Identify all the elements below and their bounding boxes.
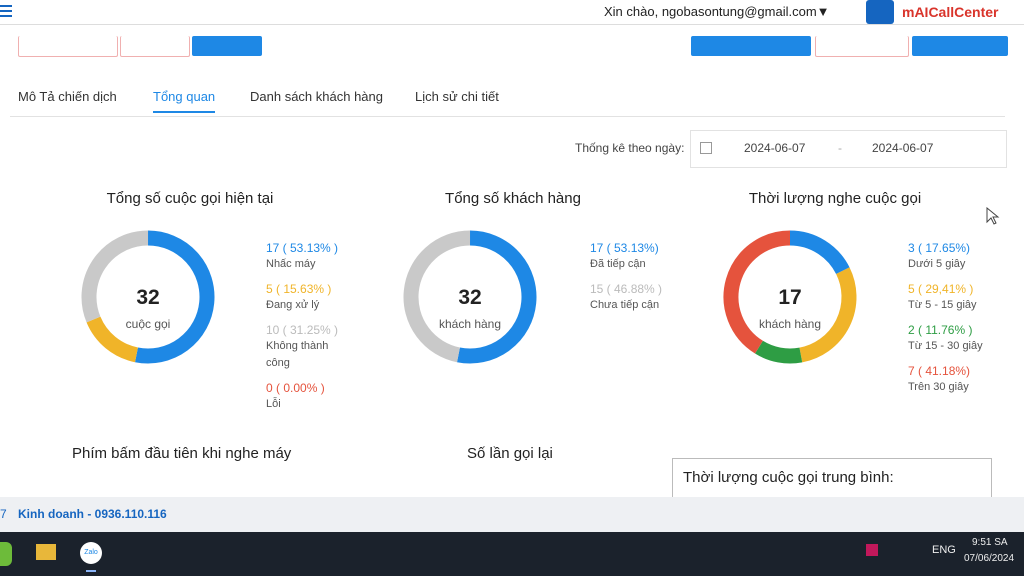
footer-contact: Kinh doanh - 0936.110.116 — [18, 507, 167, 521]
logo — [866, 0, 894, 24]
mouse-cursor — [986, 207, 1000, 225]
zalo-icon[interactable]: Zalo — [80, 542, 102, 564]
donut-segment — [755, 340, 803, 364]
donut-segment — [799, 267, 857, 363]
active-indicator — [86, 570, 96, 572]
donut-total: 32 — [136, 286, 159, 309]
legend-value: 17 ( 53.13% ) — [266, 241, 339, 255]
donut-segment — [81, 230, 149, 323]
donut-segment — [457, 230, 537, 364]
filter-label: Thống kê theo ngày: — [575, 141, 685, 155]
folder-icon[interactable] — [36, 544, 56, 560]
legend: 3 ( 17.65%) Dưới 5 giây 5 ( 29,41% ) Từ 5 -… — [908, 240, 1008, 404]
legend-item: 17 ( 53.13%) Đã tiếp cận — [590, 240, 690, 273]
legend-value: 2 ( 11.76% ) — [908, 323, 973, 337]
legend-value: 3 ( 17.65%) — [908, 241, 971, 255]
legend-item: 3 ( 17.65%) Dưới 5 giây — [908, 240, 1008, 273]
legend-value: 5 ( 15.63% ) — [266, 282, 332, 296]
legend-label: Chưa tiếp cận — [590, 299, 660, 311]
legend-label: Nhấc máy — [266, 258, 316, 270]
button[interactable] — [120, 36, 190, 57]
date-filter — [690, 130, 1007, 168]
button[interactable] — [192, 36, 262, 56]
start-icon[interactable] — [0, 542, 12, 566]
language[interactable]: ENG — [932, 544, 956, 556]
donut-segment — [723, 230, 791, 354]
donut-segment — [135, 230, 215, 364]
chart-title: Tổng số khách hàng — [445, 190, 581, 207]
donut-total-label: khách hàng — [439, 317, 501, 331]
legend-label: Không thành công — [266, 340, 329, 369]
donut-total: 17 — [778, 286, 801, 309]
legend-item: 7 ( 41.18%) Trên 30 giây — [908, 363, 1008, 396]
legend-value: 15 ( 46.88% ) — [590, 282, 663, 296]
legend-label: Từ 15 - 30 giây — [908, 340, 983, 352]
chart-title: Thời lượng nghe cuộc gọi — [748, 190, 922, 207]
legend-item: 5 ( 29,41% ) Từ 5 - 15 giây — [908, 281, 1008, 314]
donut-total: 32 — [458, 286, 481, 309]
legend-item: 0 ( 0.00% ) Lỗi — [266, 380, 366, 413]
donut-segment — [86, 316, 139, 363]
legend-label: Đang xử lý — [266, 299, 320, 311]
legend-label: Lỗi — [266, 398, 281, 410]
legend-value: 0 ( 0.00% ) — [266, 381, 325, 395]
donut-segment — [789, 230, 850, 275]
brand: mAICallCenter — [902, 4, 999, 20]
top-bar: Xin chào, ngobasontung@gmail.com▼ mAICal… — [0, 0, 1024, 25]
section-title: Thời lượng cuộc gọi trung bình: — [683, 469, 894, 486]
donut-segment — [403, 230, 471, 363]
donut-total-label: cuộc gọi — [126, 317, 171, 331]
legend: 17 ( 53.13%) Đã tiếp cận 15 ( 46.88% ) Chưa… — [590, 240, 690, 322]
date-from[interactable]: 2024-06-07 — [744, 141, 806, 155]
average-box — [672, 458, 992, 499]
date-separator: - — [838, 141, 842, 155]
section-title: Phím bấm đầu tiên khi nghe máy — [72, 445, 292, 462]
taskbar: Zalo ENG 9:51 SA 07/06/2024 — [0, 532, 1024, 576]
legend-value: 10 ( 31.25% ) — [266, 323, 339, 337]
clock-date[interactable]: 07/06/2024 — [964, 553, 1015, 564]
legend-value: 17 ( 53.13%) — [590, 241, 659, 255]
chart-title: Tổng số cuộc gọi hiện tại — [106, 190, 274, 207]
legend-label: Dưới 5 giây — [908, 258, 966, 270]
legend-item: 2 ( 11.76% ) Từ 15 - 30 giây — [908, 322, 1008, 355]
legend-item: 15 ( 46.88% ) Chưa tiếp cận — [590, 281, 690, 314]
checkbox[interactable] — [700, 142, 712, 154]
button[interactable] — [815, 36, 909, 57]
footer: 7 Kinh doanh - 0936.110.116 — [0, 497, 1024, 532]
legend-label: Đã tiếp cận — [590, 258, 646, 270]
tab[interactable]: Tổng quan — [153, 89, 216, 113]
donut-total-label: khách hàng — [759, 317, 821, 331]
legend-item: 17 ( 53.13% ) Nhấc máy — [266, 240, 366, 273]
button[interactable] — [18, 36, 118, 57]
donut-charts: 32 cuộc gọi 32 khách hàng 17 khách hàng — [81, 230, 857, 364]
legend-item: 5 ( 15.63% ) Đang xử lý — [266, 281, 366, 314]
legend: 17 ( 53.13% ) Nhấc máy 5 ( 15.63% ) Đang xử… — [266, 240, 366, 421]
legend-item: 10 ( 31.25% ) Không thành công — [266, 322, 366, 372]
tab[interactable]: Mô Tả chiến dịch — [18, 89, 117, 104]
section-title: Số lần gọi lại — [467, 445, 553, 462]
user-greeting[interactable]: Xin chào, ngobasontung@gmail.com▼ — [604, 4, 830, 19]
legend-value: 5 ( 29,41% ) — [908, 282, 974, 296]
legend-label: Từ 5 - 15 giây — [908, 299, 977, 311]
menu-icon[interactable] — [0, 4, 14, 18]
tab[interactable]: Lịch sử chi tiết — [415, 89, 499, 104]
button[interactable] — [691, 36, 811, 56]
divider — [10, 116, 1005, 117]
footer-prefix: 7 — [0, 507, 7, 521]
legend-label: Trên 30 giây — [908, 381, 969, 393]
legend-value: 7 ( 41.18%) — [908, 364, 971, 378]
tab[interactable]: Danh sách khách hàng — [250, 89, 383, 104]
date-to[interactable]: 2024-06-07 — [872, 141, 934, 155]
button[interactable] — [912, 36, 1008, 56]
clock-time[interactable]: 9:51 SA — [972, 537, 1008, 548]
tray-icon[interactable] — [866, 544, 878, 556]
